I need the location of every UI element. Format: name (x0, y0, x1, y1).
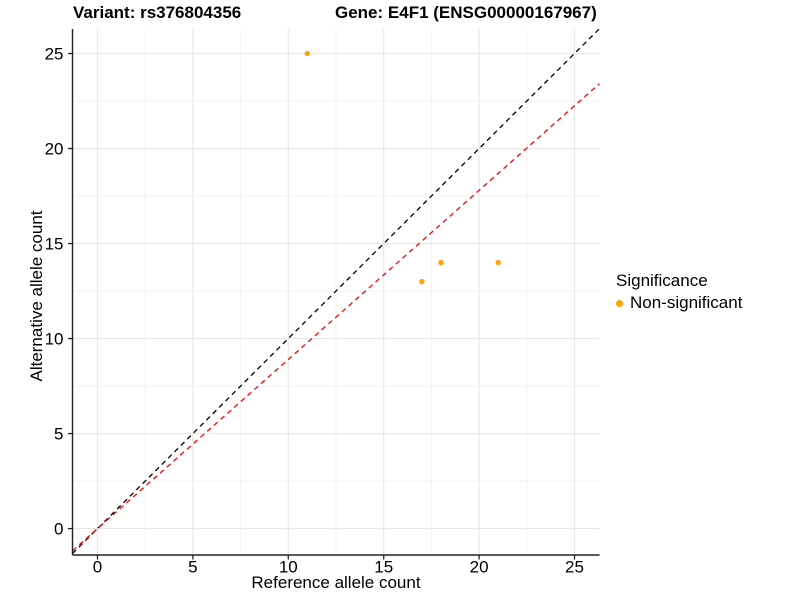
x-tick-label: 5 (188, 558, 197, 577)
x-tick-label: 25 (565, 558, 584, 577)
x-tick-label: 20 (470, 558, 489, 577)
y-tick-label: 5 (54, 425, 63, 444)
data-point (495, 259, 501, 266)
data-point (304, 50, 311, 57)
ratio-line (72, 83, 600, 552)
y-tick-label: 15 (45, 235, 64, 254)
x-tick-label: 15 (374, 558, 393, 577)
x-tick-label: 0 (93, 558, 102, 577)
y-tick-label: 10 (45, 330, 64, 349)
data-point (419, 278, 425, 285)
legend: Significance Non-significant (616, 271, 742, 313)
y-tick-label: 20 (45, 140, 64, 159)
y-tick-label: 0 (54, 520, 63, 539)
x-axis-label: Reference allele count (251, 573, 421, 592)
point-swatch-icon (616, 299, 623, 307)
y-tick-label: 25 (45, 45, 64, 64)
legend-item-label: Non-significant (630, 293, 743, 312)
identity-line (72, 28, 600, 554)
x-tick-label: 10 (279, 558, 298, 577)
plot-title-gene: Gene: E4F1 (ENSG00000167967) (335, 3, 597, 22)
data-point (438, 259, 444, 266)
plot-title-variant: Variant: rs376804356 (73, 3, 242, 22)
legend-title: Significance (616, 271, 708, 290)
y-axis-label: Alternative allele count (27, 210, 46, 382)
legend-item-non-significant: Non-significant (616, 293, 742, 313)
